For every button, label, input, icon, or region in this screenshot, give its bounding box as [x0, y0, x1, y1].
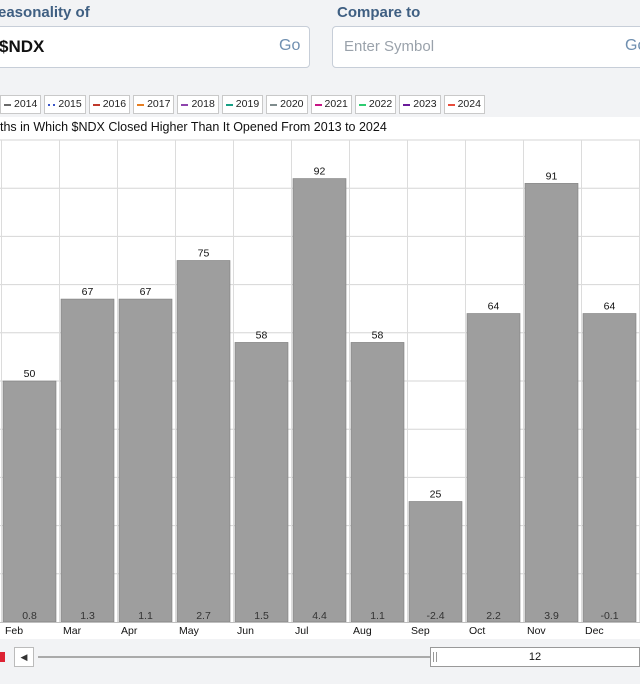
- bar-Dec: [582, 313, 637, 623]
- go-button[interactable]: Go: [279, 37, 301, 54]
- bar-value-label: 25: [430, 489, 442, 501]
- bar-value-label: 50: [24, 368, 36, 380]
- bar-May: [176, 260, 231, 623]
- legend-label: 2019: [235, 98, 260, 110]
- legend-label: 2020: [280, 98, 304, 110]
- bar-Apr: [118, 298, 173, 623]
- bar-change-label: -2.4: [426, 610, 444, 622]
- bar-Mar: [60, 298, 115, 623]
- legend-item-2017[interactable]: 2017: [133, 95, 175, 114]
- compare-placeholder: Enter Symbol: [344, 38, 435, 55]
- legend-label: 2023: [413, 98, 437, 110]
- range-scrollbar[interactable]: ◀ 12: [0, 646, 640, 668]
- legend-item-2019[interactable]: 2019: [221, 95, 264, 114]
- category-label: Feb: [5, 625, 23, 637]
- category-label: Sep: [411, 625, 430, 637]
- legend-label: 2016: [102, 98, 127, 110]
- legend-item-2023[interactable]: 2023: [399, 95, 441, 114]
- bar-value-label: 58: [256, 329, 268, 341]
- category-label: Nov: [527, 625, 546, 637]
- legend-label: 2022: [368, 98, 393, 110]
- category-label: Oct: [469, 625, 485, 637]
- bar-change-label: 1.1: [370, 610, 385, 622]
- legend-item-2016[interactable]: 2016: [88, 95, 131, 114]
- category-label: Jun: [237, 625, 254, 637]
- category-label: Jul: [295, 625, 308, 637]
- category-label: Aug: [353, 625, 372, 637]
- legend-item-2024[interactable]: 2024: [443, 95, 485, 114]
- compare-go-button[interactable]: Go: [625, 37, 640, 54]
- legend-label: 2017: [147, 98, 171, 110]
- scroll-track[interactable]: [38, 656, 430, 658]
- bar-value-label: 91: [546, 170, 558, 182]
- bar-change-label: 1.1: [138, 610, 153, 622]
- bar-Oct: [466, 313, 521, 623]
- scroll-value: 12: [528, 651, 542, 663]
- category-label: Mar: [63, 625, 82, 637]
- compare-label: Compare to: [337, 4, 421, 21]
- legend-swatch-icon: [48, 103, 56, 106]
- legend-item-2022[interactable]: 2022: [354, 95, 397, 114]
- category-label: Dec: [585, 625, 604, 637]
- bar-chart: 500.8Feb671.3Mar671.1Apr752.7May581.5Jun…: [0, 139, 640, 637]
- legend-label: 2015: [58, 98, 82, 110]
- legend-label: 2021: [324, 98, 348, 110]
- legend-swatch-icon: [447, 103, 455, 106]
- legend-swatch-icon: [403, 103, 411, 106]
- bar-value-label: 58: [372, 329, 384, 341]
- bar-change-label: 1.5: [254, 610, 269, 622]
- category-label: May: [179, 625, 200, 637]
- bar-Feb: [2, 380, 57, 623]
- legend-item-2015[interactable]: 2015: [44, 95, 86, 114]
- seasonality-label: easonality of: [0, 4, 90, 21]
- legend-swatch-icon: [314, 103, 322, 106]
- symbol-value: $NDX: [0, 37, 45, 56]
- category-label: Apr: [121, 625, 138, 637]
- chart-area: ths in Which $NDX Closed Higher Than It …: [0, 117, 640, 639]
- chart-title: ths in Which $NDX Closed Higher Than It …: [0, 120, 387, 134]
- legend-label: 2018: [191, 98, 215, 110]
- bar-Jun: [234, 342, 289, 623]
- legend-item-2021[interactable]: 2021: [310, 95, 352, 114]
- legend-item-2018[interactable]: 2018: [177, 95, 219, 114]
- bar-change-label: 0.8: [22, 610, 37, 622]
- legend-item-2014[interactable]: 2014: [0, 95, 42, 114]
- bar-change-label: 2.2: [486, 610, 501, 622]
- bar-value-label: 64: [488, 301, 500, 313]
- legend-swatch-icon: [358, 103, 366, 106]
- scroll-thumb[interactable]: 12: [430, 647, 640, 667]
- legend-swatch-icon: [270, 103, 278, 106]
- legend-swatch-icon: [137, 103, 145, 106]
- bar-Jul: [292, 178, 347, 623]
- bar-value-label: 67: [82, 286, 94, 298]
- legend-swatch-icon: [92, 103, 100, 106]
- range-marker: [0, 652, 5, 662]
- bar-change-label: -0.1: [600, 610, 618, 622]
- bar-value-label: 75: [198, 248, 210, 260]
- legend-swatch-icon: [4, 103, 11, 106]
- compare-input[interactable]: Enter Symbol Go: [332, 26, 640, 68]
- legend-swatch-icon: [225, 103, 233, 106]
- bar-value-label: 92: [314, 166, 326, 178]
- bar-Nov: [524, 183, 579, 623]
- legend-label: 2024: [457, 98, 481, 110]
- bar-change-label: 1.3: [80, 610, 95, 622]
- bar-value-label: 64: [604, 301, 616, 313]
- bar-value-label: 67: [140, 286, 152, 298]
- legend-item-2020[interactable]: 2020: [266, 95, 308, 114]
- symbol-input[interactable]: $NDX Go: [0, 26, 310, 68]
- legend-label: 2014: [14, 98, 38, 110]
- legend-swatch-icon: [181, 103, 189, 106]
- bar-change-label: 3.9: [544, 610, 559, 622]
- bar-Sep: [408, 501, 463, 623]
- bar-change-label: 4.4: [312, 610, 327, 622]
- grip-icon: [433, 652, 437, 662]
- scroll-left-button[interactable]: ◀: [14, 647, 34, 667]
- year-legend: 2014 2015 2016 2017 2018 2019 2020 2021 2022 2023…: [0, 95, 488, 115]
- bar-change-label: 2.7: [196, 610, 211, 622]
- bar-Aug: [350, 342, 405, 623]
